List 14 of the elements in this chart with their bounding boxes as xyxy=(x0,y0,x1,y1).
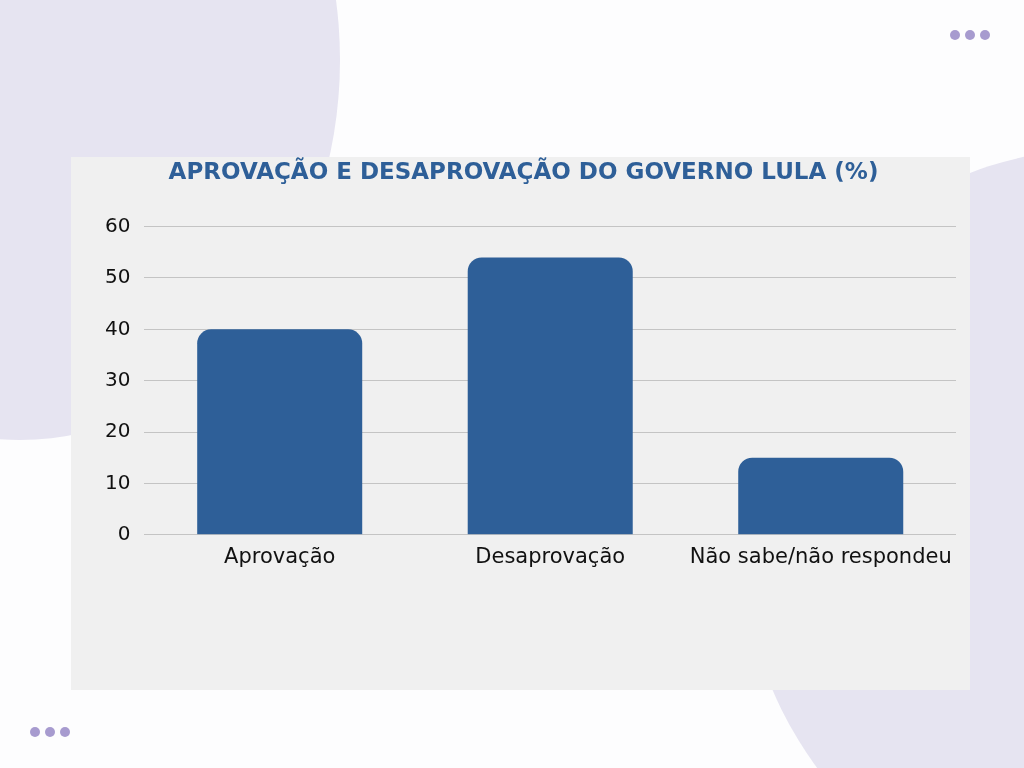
y-tick-label: 50 xyxy=(105,264,131,289)
chart-title: APROVAÇÃO E DESAPROVAÇÃO DO GOVERNO LULA (%) xyxy=(168,156,879,184)
y-tick-label: 20 xyxy=(105,418,131,443)
bar xyxy=(467,257,633,535)
x-tick-label: Não sabe/não respondeu xyxy=(689,543,952,568)
x-tick-label: Aprovação xyxy=(224,543,336,568)
y-tick-label: 60 xyxy=(105,212,131,237)
y-tick-label: 10 xyxy=(105,469,131,494)
x-tick-label: Desaprovação xyxy=(475,543,626,568)
y-tick-label: 40 xyxy=(105,315,131,340)
y-tick-label: 0 xyxy=(117,521,131,545)
bar xyxy=(197,329,363,535)
y-tick-label: 30 xyxy=(105,366,131,391)
bar xyxy=(738,457,904,535)
